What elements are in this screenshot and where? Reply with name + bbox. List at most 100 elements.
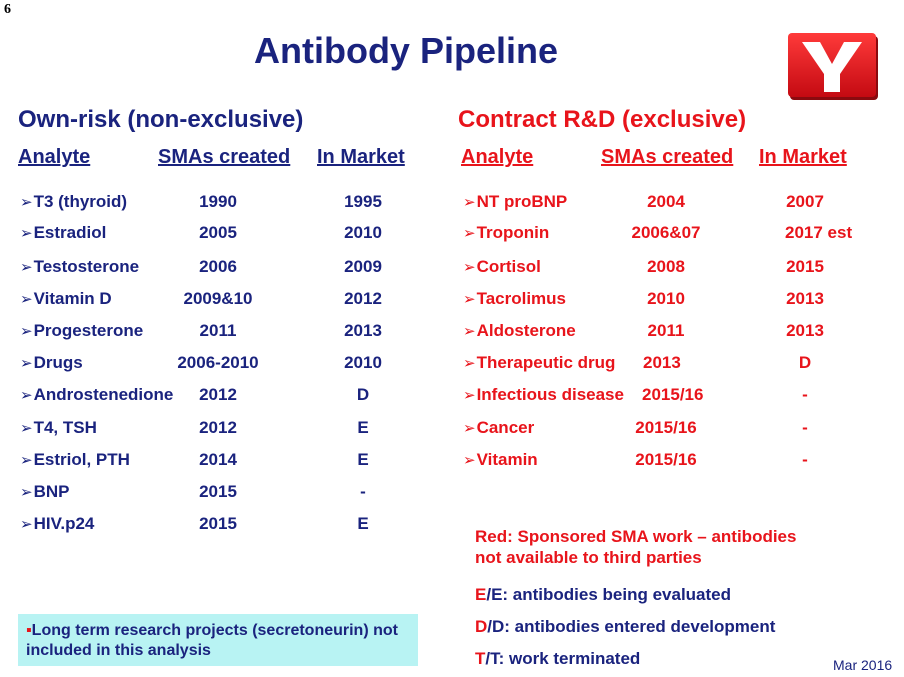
row-analyte: ➢T4, TSH	[20, 418, 97, 438]
note-bullet-icon: ▪	[26, 622, 32, 639]
arrow-bullet-icon: ➢	[20, 194, 33, 211]
analyte-name: Vitamin	[476, 450, 538, 469]
analyte-name: BNP	[33, 482, 70, 501]
slide-date: Mar 2016	[833, 657, 893, 673]
row-analyte: ➢Vitamin D	[20, 289, 112, 309]
contract-section-title: Contract R&D (exclusive)	[458, 106, 747, 133]
row-in-market: E	[357, 450, 369, 469]
own-risk-section-title: Own-risk (non-exclusive)	[18, 106, 304, 133]
row-in-market: D	[798, 353, 812, 372]
row-analyte: ➢Vitamin	[463, 450, 538, 470]
analyte-name: Cortisol	[476, 257, 541, 276]
right-header-analyte: Analyte	[461, 146, 534, 168]
analyte-name: Drugs	[33, 353, 83, 372]
row-in-market: 2007	[786, 192, 824, 211]
row-sma-created: 2008	[647, 257, 685, 276]
analyte-name: Troponin	[476, 223, 550, 242]
arrow-bullet-icon: ➢	[20, 355, 33, 372]
row-sma-created: 2006&07	[631, 223, 701, 242]
row-sma-created: 2012	[199, 385, 237, 404]
row-in-market: 2010	[344, 353, 382, 372]
arrow-bullet-icon: ➢	[20, 259, 33, 276]
row-sma-created: 2012	[199, 418, 237, 437]
row-in-market: 2009	[344, 257, 382, 276]
analyte-name: Aldosterone	[476, 321, 576, 340]
row-analyte: ➢Tacrolimus	[463, 289, 566, 309]
research-note: ▪Long term research projects (secretoneu…	[18, 614, 418, 666]
note-text: Long term research projects (secretoneur…	[26, 622, 398, 659]
row-sma-created: 2006	[199, 257, 237, 276]
row-in-market: 2012	[344, 289, 382, 308]
arrow-bullet-icon: ➢	[463, 259, 476, 276]
row-in-market: 2017 est	[785, 223, 853, 242]
arrow-bullet-icon: ➢	[20, 323, 33, 340]
row-sma-created: 2015	[199, 482, 237, 501]
analyte-name: T3 (thyroid)	[33, 192, 128, 211]
row-sma-created: 2005	[199, 223, 237, 242]
row-analyte: ➢NT proBNP	[463, 192, 567, 212]
analyte-name: NT proBNP	[476, 192, 568, 211]
left-header-market: In Market	[317, 146, 405, 168]
row-in-market: -	[360, 482, 366, 501]
arrow-bullet-icon: ➢	[20, 387, 33, 404]
row-analyte: ➢Androstenedione	[20, 385, 173, 405]
row-analyte: ➢Therapeutic drug	[463, 353, 615, 373]
row-analyte: ➢Cancer	[463, 418, 534, 438]
arrow-bullet-icon: ➢	[463, 225, 476, 242]
right-header-market: In Market	[759, 146, 847, 168]
row-in-market: E	[357, 514, 369, 533]
arrow-bullet-icon: ➢	[463, 194, 476, 211]
row-in-market: 2015	[786, 257, 824, 276]
arrow-bullet-icon: ➢	[463, 355, 476, 372]
arrow-bullet-icon: ➢	[20, 291, 33, 308]
row-in-market: 2010	[344, 223, 382, 242]
analyte-name: Cancer	[476, 418, 535, 437]
page-number: 6	[4, 2, 11, 17]
row-sma-created: 1990	[199, 192, 237, 211]
arrow-bullet-icon: ➢	[463, 323, 476, 340]
arrow-bullet-icon: ➢	[20, 484, 33, 501]
analyte-name: Vitamin D	[33, 289, 112, 308]
right-header-smas: SMAs created	[601, 146, 734, 168]
row-sma-created: 2009&10	[183, 289, 253, 308]
legend-evaluated: E/E: antibodies being evaluated	[475, 585, 732, 604]
row-sma-created: 2015	[199, 514, 237, 533]
analyte-name: Progesterone	[33, 321, 144, 340]
row-analyte: ➢T3 (thyroid)	[20, 192, 127, 212]
row-analyte: ➢Aldosterone	[463, 321, 576, 341]
row-in-market: -	[802, 418, 808, 437]
row-in-market: 2013	[786, 321, 824, 340]
row-sma-created: 2004	[647, 192, 685, 211]
left-header-analyte: Analyte	[18, 146, 91, 168]
row-in-market: E	[357, 418, 369, 437]
analyte-name: Androstenedione	[33, 385, 174, 404]
row-analyte: ➢Infectious disease	[463, 385, 624, 405]
left-header-smas: SMAs created	[158, 146, 291, 168]
row-analyte: ➢Testosterone	[20, 257, 139, 277]
row-sma-created: 2015/16	[642, 385, 704, 404]
legend-terminated: T/T: work terminated	[475, 649, 641, 668]
legend-sponsored-line2: not available to third parties	[475, 548, 702, 567]
row-in-market: 1995	[344, 192, 382, 211]
analyte-name: T4, TSH	[33, 418, 97, 437]
row-in-market: D	[356, 385, 370, 404]
row-sma-created: 2013	[643, 353, 681, 372]
row-analyte: ➢BNP	[20, 482, 69, 502]
row-sma-created: 2014	[199, 450, 237, 469]
arrow-bullet-icon: ➢	[20, 452, 33, 469]
row-analyte: ➢Estradiol	[20, 223, 106, 243]
row-analyte: ➢Cortisol	[463, 257, 541, 277]
legend-sponsored-line1: Red: Sponsored SMA work – antibodies	[475, 527, 797, 546]
row-analyte: ➢Troponin	[463, 223, 549, 243]
row-sma-created: 2010	[647, 289, 685, 308]
row-analyte: ➢Estriol, PTH	[20, 450, 130, 470]
row-in-market: -	[802, 450, 808, 469]
analyte-name: Estriol, PTH	[33, 450, 130, 469]
row-analyte: ➢Progesterone	[20, 321, 143, 341]
arrow-bullet-icon: ➢	[463, 291, 476, 308]
row-in-market: 2013	[786, 289, 824, 308]
row-sma-created: 2006-2010	[177, 353, 259, 372]
row-in-market: 2013	[344, 321, 382, 340]
arrow-bullet-icon: ➢	[463, 452, 476, 469]
row-sma-created: 2011	[199, 321, 237, 340]
